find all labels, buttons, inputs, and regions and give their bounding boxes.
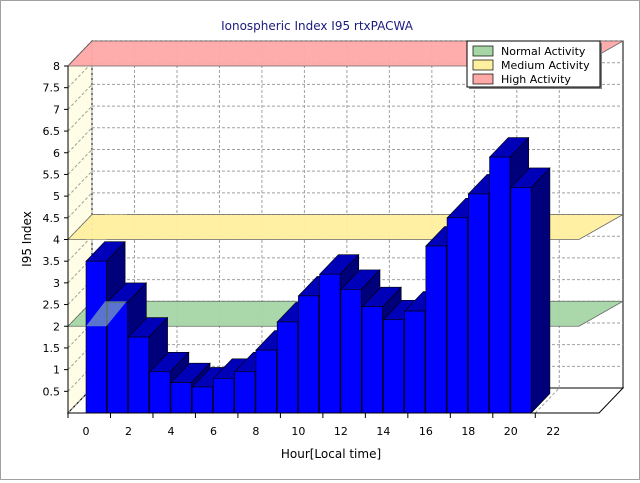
- y-axis-label: I95 Index: [20, 211, 34, 267]
- y-tick-label: 1: [53, 364, 60, 377]
- y-gridline-wall: [67, 170, 93, 197]
- bar-side: [530, 167, 551, 414]
- y-gridline-wall: [67, 322, 93, 349]
- bar-front: [489, 156, 511, 414]
- x-tick-label: 4: [167, 425, 174, 438]
- x-tick-label: 22: [546, 425, 560, 438]
- y-gridline-wall: [67, 192, 93, 219]
- y-tick-label: 4.5: [43, 212, 61, 225]
- bar-front: [191, 386, 213, 414]
- x-tick-label: 18: [461, 425, 475, 438]
- bar-front: [213, 377, 235, 414]
- bar-front: [298, 295, 320, 414]
- y-gridline-wall: [67, 257, 93, 284]
- chart-axes: 0.5 1 1.5 2 2.5 3 3.5 4 4.5 5 5.5 6 6.5 7 7.5 8 0 2 4 6 8 10 1…: [43, 60, 599, 438]
- bar-front: [446, 217, 468, 414]
- band-overlay: [86, 301, 127, 327]
- legend-swatch: [472, 73, 494, 85]
- x-tick-label: 2: [125, 425, 132, 438]
- x-tick-label: 12: [334, 425, 348, 438]
- bar-front: [361, 306, 383, 414]
- bar: [510, 167, 551, 414]
- x-gridline-floor: [534, 387, 560, 414]
- bar-front: [170, 382, 192, 414]
- y-gridline-wall: [67, 62, 93, 89]
- y-tick-label: 6.5: [43, 125, 61, 138]
- x-tick-label: 0: [83, 425, 90, 438]
- y-gridline-wall: [67, 105, 93, 132]
- y-gridline-wall: [67, 365, 93, 392]
- x-gridline-floor: [67, 387, 93, 414]
- x-tick-label: 6: [210, 425, 217, 438]
- y-gridline-wall: [67, 344, 93, 370]
- y-gridline-wall: [67, 84, 93, 110]
- y-tick-label: 5.5: [43, 168, 61, 181]
- y-tick-label: 3.5: [43, 255, 61, 268]
- y-gridline-wall: [67, 149, 93, 175]
- y-tick-label: 2.5: [43, 299, 61, 312]
- legend-entry: High Activity: [501, 73, 571, 86]
- bar-front: [510, 187, 532, 414]
- y-tick-label: 3: [53, 277, 60, 290]
- bar-front: [340, 289, 362, 414]
- activity-bands-front: [86, 214, 127, 327]
- bar-front: [255, 349, 277, 414]
- bar-front: [85, 260, 107, 414]
- bar-front: [149, 371, 171, 414]
- bar-front: [383, 319, 405, 414]
- bar-series: [85, 136, 551, 414]
- y-tick-label: 5: [53, 190, 60, 203]
- x-tick-label: 14: [376, 425, 390, 438]
- bar-front: [319, 273, 341, 414]
- y-gridline-wall: [67, 279, 93, 305]
- y-tick-label: 4: [53, 234, 60, 247]
- y-tick-label: 8: [53, 60, 60, 73]
- band-overlay: [86, 214, 127, 240]
- chart-title: Ionospheric Index I95 rtxPACWA: [221, 19, 414, 33]
- y-tick-label: 1.5: [43, 342, 61, 355]
- y-tick-label: 0.5: [43, 385, 61, 398]
- bar-front: [404, 310, 426, 414]
- x-tick-label: 10: [291, 425, 305, 438]
- y-gridline-wall: [67, 127, 93, 154]
- y-tick-label: 2: [53, 320, 60, 333]
- bar-front: [276, 321, 298, 414]
- x-tick-label: 20: [504, 425, 518, 438]
- x-tick-label: 8: [252, 425, 259, 438]
- y-gridline-wall: [67, 235, 93, 262]
- bar-front: [425, 245, 447, 414]
- legend-swatch: [472, 45, 494, 57]
- bar-front: [128, 336, 150, 414]
- y-tick-label: 6: [53, 147, 60, 160]
- bar-front: [468, 193, 490, 414]
- y-tick-label: 7.5: [43, 82, 61, 95]
- legend-swatch: [472, 59, 494, 71]
- legend-entry: Normal Activity: [501, 45, 586, 58]
- legend-entry: Medium Activity: [501, 59, 590, 72]
- y-tick-label: 7: [53, 103, 60, 116]
- x-tick-label: 16: [419, 425, 433, 438]
- bar-front: [234, 371, 256, 414]
- x-axis-label: Hour[Local time]: [281, 447, 381, 461]
